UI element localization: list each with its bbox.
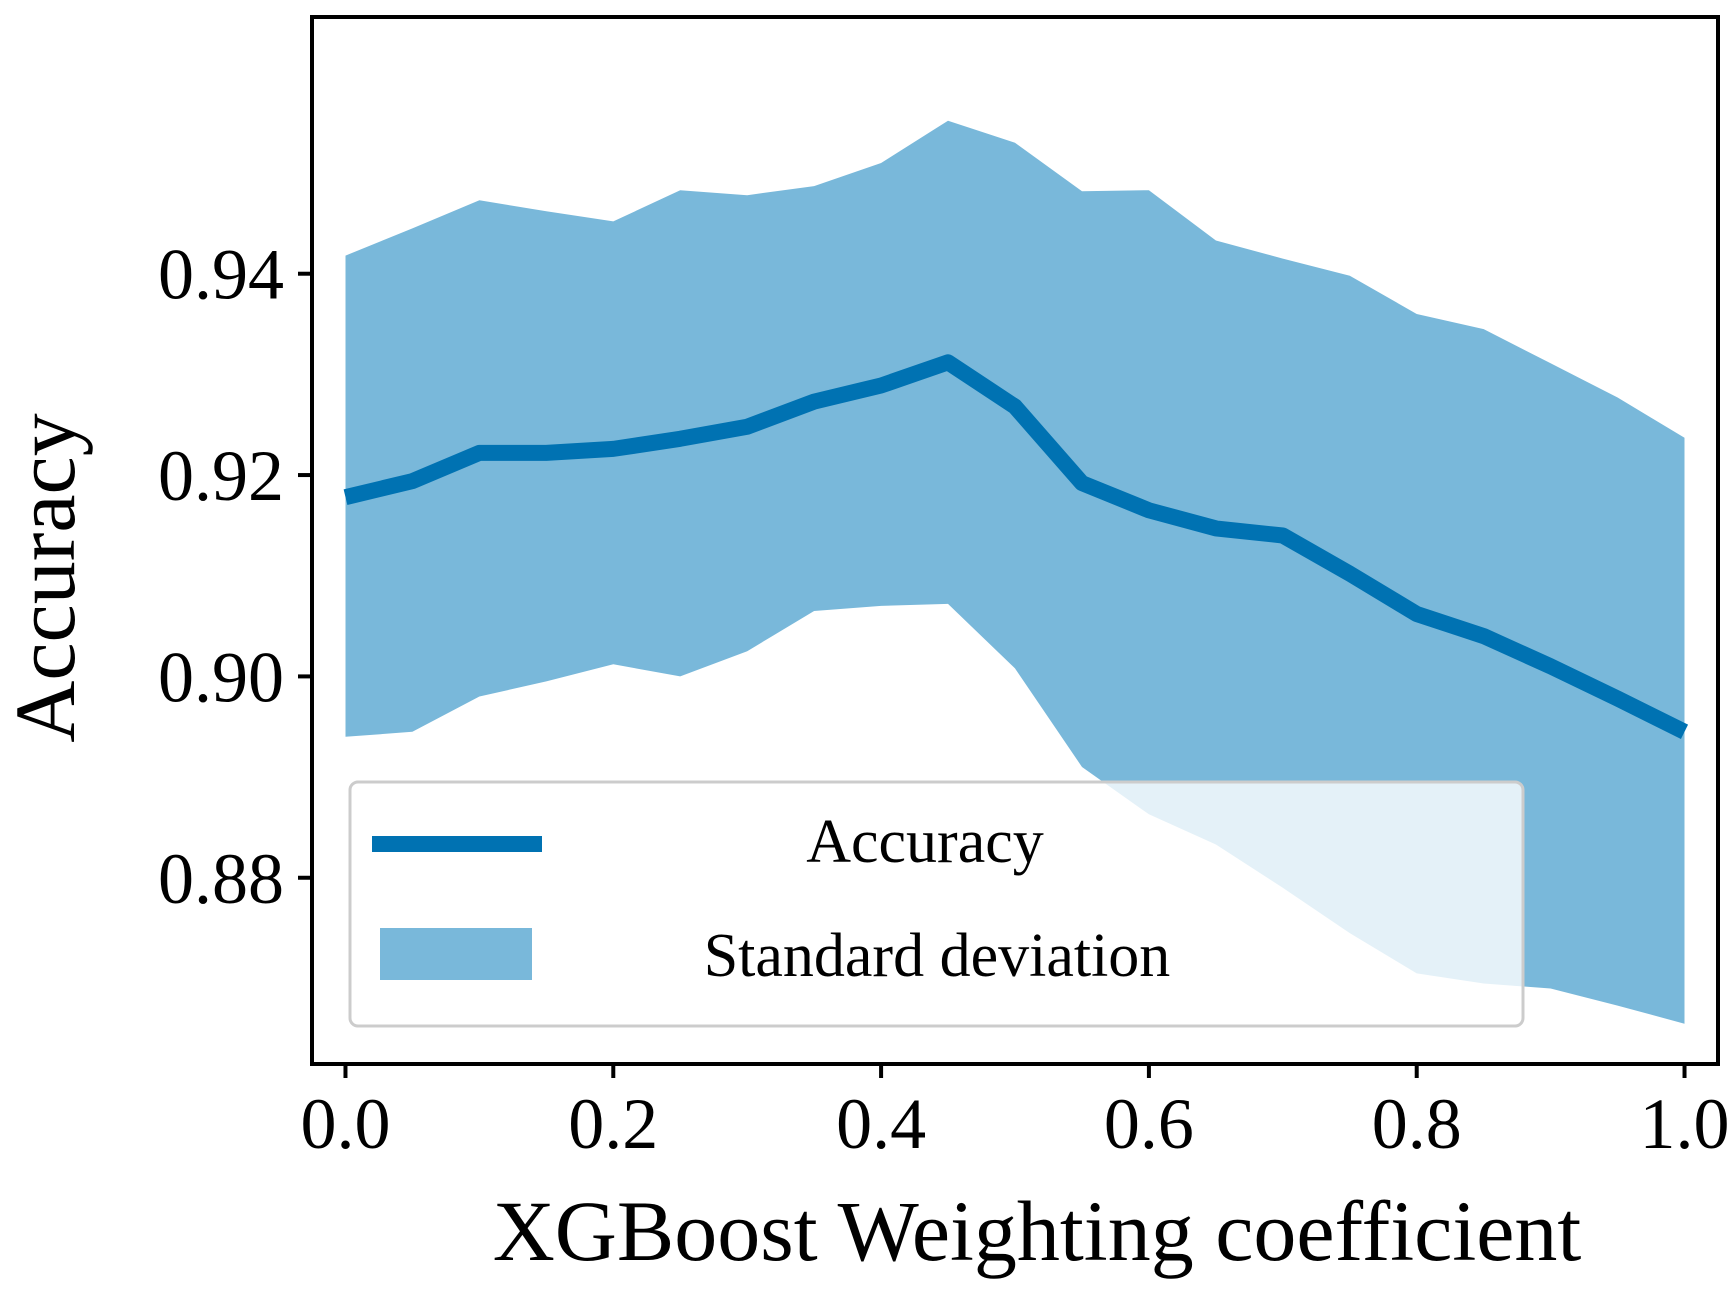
y-axis-label: Accuracy (0, 413, 93, 742)
x-tick-label: 0.4 (836, 1084, 926, 1164)
legend-std-label: Standard deviation (704, 922, 1171, 990)
legend-std-swatch (380, 928, 532, 980)
x-axis-label: XGBoost Weighting coefficient (493, 1183, 1582, 1279)
x-tick-label: 0.8 (1372, 1084, 1462, 1164)
x-tick-label: 1.0 (1640, 1084, 1730, 1164)
axes-frame (310, 15, 1720, 1066)
y-axis: 0.88 0.90 0.92 0.94 (158, 235, 312, 919)
y-tick-label: 0.90 (158, 637, 284, 717)
x-tick-label: 0.2 (568, 1084, 658, 1164)
accuracy-line (343, 354, 1689, 739)
x-tick-label: 0.0 (300, 1084, 390, 1164)
x-axis: 0.0 0.2 0.4 0.6 0.8 1.0 (300, 1064, 1730, 1164)
y-tick-label: 0.92 (158, 436, 284, 516)
legend-box (348, 780, 1525, 1028)
legend: Accuracy Standard deviation (348, 780, 1525, 1028)
y-tick-label: 0.88 (158, 839, 284, 919)
y-tick-label: 0.94 (158, 235, 284, 315)
legend-accuracy-label: Accuracy (806, 808, 1044, 876)
x-tick-label: 0.6 (1104, 1084, 1194, 1164)
